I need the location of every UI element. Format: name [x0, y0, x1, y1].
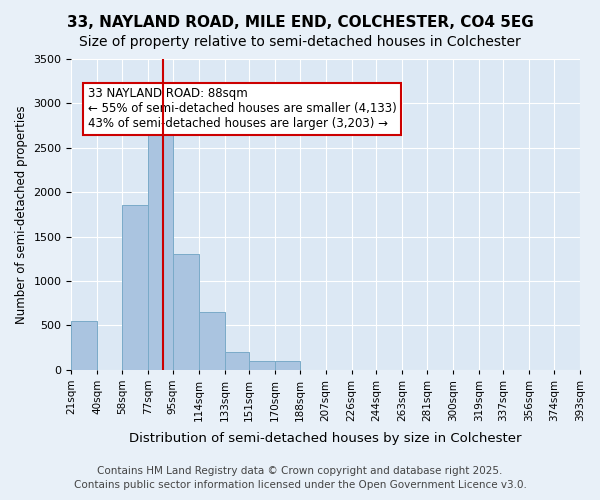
Text: 33, NAYLAND ROAD, MILE END, COLCHESTER, CO4 5EG: 33, NAYLAND ROAD, MILE END, COLCHESTER, … [67, 15, 533, 30]
Text: 33 NAYLAND ROAD: 88sqm
← 55% of semi-detached houses are smaller (4,133)
43% of : 33 NAYLAND ROAD: 88sqm ← 55% of semi-det… [88, 88, 397, 130]
Bar [122, 206, 148, 370]
Bar [224, 352, 249, 370]
Y-axis label: Number of semi-detached properties: Number of semi-detached properties [15, 105, 28, 324]
Text: Contains HM Land Registry data © Crown copyright and database right 2025.
Contai: Contains HM Land Registry data © Crown c… [74, 466, 526, 490]
X-axis label: Distribution of semi-detached houses by size in Colchester: Distribution of semi-detached houses by … [130, 432, 522, 445]
Bar [71, 321, 97, 370]
Bar [173, 254, 199, 370]
Bar [249, 361, 275, 370]
Bar [275, 361, 300, 370]
Bar [148, 134, 173, 370]
Bar [199, 312, 224, 370]
Text: Size of property relative to semi-detached houses in Colchester: Size of property relative to semi-detach… [79, 35, 521, 49]
